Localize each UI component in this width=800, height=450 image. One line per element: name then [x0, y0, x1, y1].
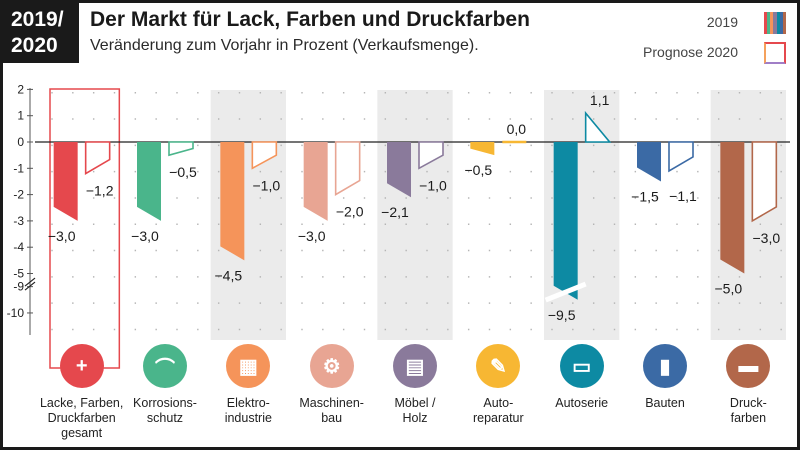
value-label-2019: −3,0	[131, 228, 159, 244]
category-label: Möbel / Holz	[394, 396, 436, 425]
bridge-icon: ⌒	[143, 344, 187, 388]
bar-2020	[584, 110, 612, 143]
value-label-2020: −3,0	[753, 230, 781, 246]
y-tick-label: 1	[17, 109, 24, 123]
bar-2020	[668, 141, 694, 173]
y-tick-label: 2	[17, 82, 24, 96]
value-label-2019: −2,1	[381, 204, 409, 220]
bar-2020	[751, 141, 778, 223]
value-label-2019: −4,5	[215, 267, 243, 283]
ink-rolls-icon: ▬	[726, 344, 771, 388]
legend-2019-label: 2019	[706, 14, 738, 30]
paint-roller-icon: ▮	[643, 344, 687, 388]
value-label-2019: −3,0	[298, 228, 326, 244]
bar-2020	[334, 141, 361, 196]
value-label-2020: −1,2	[86, 183, 114, 199]
bar-2019	[470, 142, 495, 156]
bar-2019	[720, 142, 745, 274]
value-label-2020: −1,1	[669, 188, 697, 204]
bar-2019	[553, 142, 578, 300]
y-tick-label: -4	[13, 240, 24, 254]
chart-title: Der Markt für Lack, Farben und Druckfarb…	[90, 8, 530, 31]
category-label: Elektro- industrie	[224, 396, 272, 425]
value-label-2019: −9,5	[548, 307, 576, 323]
car-icon: ▭	[559, 344, 604, 388]
category-label: Bauten	[645, 396, 685, 410]
y-tick-label: 0	[17, 135, 24, 149]
value-label-2020: 1,1	[590, 92, 610, 108]
category-label: Korrosions- schutz	[133, 396, 197, 425]
y-tick-label: -2	[13, 188, 24, 202]
category-label: Lacke, Farben, Druckfarben gesamt	[39, 396, 124, 440]
wrench-car-icon: ✎	[476, 344, 521, 388]
y-tick-label: -9	[13, 280, 24, 294]
furniture-icon: ▤	[393, 344, 437, 388]
category-label: Autoserie	[555, 396, 609, 410]
y-tick-label: -3	[13, 214, 24, 228]
bar-2019	[387, 142, 411, 198]
bar-2020	[168, 141, 194, 157]
category-label: Druck- farben	[729, 396, 767, 425]
value-label-2019: −1,5	[631, 188, 659, 204]
y-tick-label: -5	[13, 267, 24, 281]
circuit-board-icon: ▦	[226, 344, 271, 388]
bar-2019	[220, 142, 245, 261]
value-label-2019: −5,0	[715, 281, 743, 297]
category-label: Auto- reparatur	[472, 396, 524, 425]
recycle-arrow-icon: +	[59, 344, 104, 388]
shaded-column	[377, 90, 453, 340]
value-label-2020: −0,5	[169, 164, 197, 180]
bar-2020	[418, 141, 444, 170]
axis-break-mark	[24, 277, 36, 287]
value-label-2020: 0,0	[507, 121, 527, 137]
year-badge: 2019/ 2020	[3, 3, 79, 63]
legend-2020-swatch	[764, 42, 786, 64]
bar-2020	[251, 141, 278, 170]
legend-2019-swatch	[764, 12, 786, 34]
category-label: Maschinen- bau	[299, 396, 364, 425]
y-tick-label: -1	[13, 161, 24, 175]
value-label-2019: −0,5	[465, 162, 493, 178]
bar-2019	[637, 142, 661, 182]
value-label-2019: −3,0	[48, 228, 76, 244]
legend-2020-label: Prognose 2020	[643, 44, 738, 60]
bar-2020	[84, 141, 111, 175]
value-label-2020: −1,0	[253, 177, 281, 193]
badge-line-2: 2020	[11, 34, 58, 57]
bar-break	[544, 281, 587, 303]
bar-2019	[137, 142, 161, 221]
value-label-2020: −2,0	[336, 204, 364, 220]
y-tick-label: -10	[7, 306, 25, 320]
robot-arm-icon: ⚙	[309, 344, 354, 388]
chart-subtitle: Veränderung zum Vorjahr in Prozent (Verk…	[90, 37, 479, 54]
axis-break-mark	[24, 281, 36, 291]
value-label-2020: −1,0	[419, 177, 447, 193]
badge-line-1: 2019/	[11, 8, 64, 31]
bar-2019	[53, 142, 78, 221]
bar-2019	[303, 142, 328, 221]
